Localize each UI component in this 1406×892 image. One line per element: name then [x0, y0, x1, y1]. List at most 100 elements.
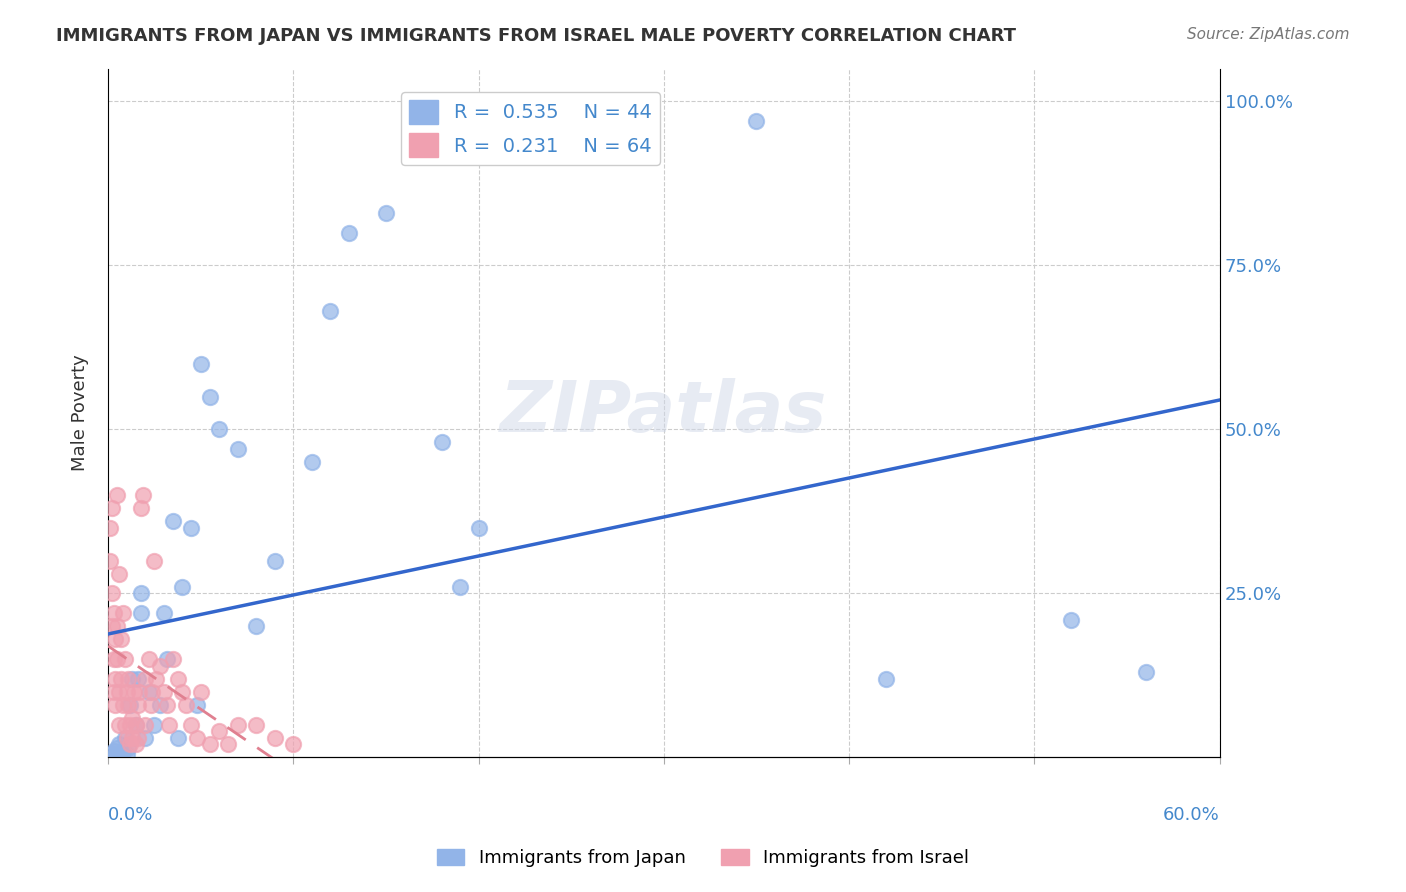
Point: [134, 717, 156, 731]
Point: [217, 737, 239, 751]
Point: [122, 685, 145, 699]
Point: [156, 698, 179, 712]
Point: [319, 304, 342, 318]
Point: [162, 514, 184, 528]
Point: [263, 553, 285, 567]
Point: [226, 717, 249, 731]
Point: [208, 422, 231, 436]
Point: [152, 685, 174, 699]
Point: [111, 698, 134, 712]
Point: [115, 731, 138, 745]
Point: [337, 226, 360, 240]
Point: [263, 731, 285, 745]
Point: [100, 619, 122, 633]
Point: [98, 553, 121, 567]
Point: [120, 717, 142, 731]
Point: [117, 740, 139, 755]
Point: [103, 652, 125, 666]
Point: [110, 672, 132, 686]
Point: [114, 731, 136, 745]
Point: [208, 724, 231, 739]
Point: [131, 586, 153, 600]
Point: [141, 685, 163, 699]
Point: [103, 685, 125, 699]
Point: [103, 606, 125, 620]
Point: [125, 717, 148, 731]
Point: [156, 652, 179, 666]
Point: [134, 672, 156, 686]
Point: [105, 488, 128, 502]
Point: [115, 747, 138, 761]
Point: [301, 455, 323, 469]
Point: [149, 698, 172, 712]
Point: [128, 685, 150, 699]
Point: [117, 672, 139, 686]
Legend: Immigrants from Japan, Immigrants from Israel: Immigrants from Japan, Immigrants from I…: [430, 841, 976, 874]
Point: [149, 658, 172, 673]
Point: [138, 652, 160, 666]
Point: [430, 435, 453, 450]
Legend: R =  0.535    N = 44, R =  0.231    N = 64: R = 0.535 N = 44, R = 0.231 N = 64: [401, 92, 659, 165]
Point: [121, 672, 143, 686]
Text: 0.0%: 0.0%: [108, 805, 153, 823]
Point: [131, 606, 153, 620]
Point: [120, 737, 142, 751]
Point: [143, 717, 166, 731]
Y-axis label: Male Poverty: Male Poverty: [72, 355, 89, 471]
Point: [125, 717, 148, 731]
Point: [152, 606, 174, 620]
Point: [104, 632, 127, 647]
Point: [190, 685, 212, 699]
Point: [167, 672, 190, 686]
Point: [1060, 613, 1083, 627]
Point: [114, 652, 136, 666]
Point: [172, 580, 194, 594]
Point: [139, 698, 162, 712]
Point: [449, 580, 471, 594]
Text: Source: ZipAtlas.com: Source: ZipAtlas.com: [1187, 27, 1350, 42]
Point: [110, 632, 132, 647]
Point: [115, 685, 138, 699]
Text: 60.0%: 60.0%: [1163, 805, 1220, 823]
Text: ZIPatlas: ZIPatlas: [501, 378, 828, 448]
Point: [105, 652, 128, 666]
Point: [167, 731, 190, 745]
Point: [145, 672, 167, 686]
Point: [467, 521, 489, 535]
Point: [125, 737, 148, 751]
Point: [245, 619, 267, 633]
Point: [180, 521, 202, 535]
Point: [138, 685, 160, 699]
Point: [1135, 665, 1157, 679]
Point: [127, 731, 149, 745]
Point: [172, 685, 194, 699]
Point: [111, 744, 134, 758]
Point: [226, 442, 249, 456]
Point: [98, 521, 121, 535]
Point: [100, 586, 122, 600]
Point: [121, 731, 143, 745]
Point: [110, 747, 132, 761]
Point: [162, 652, 184, 666]
Point: [875, 672, 897, 686]
Point: [120, 698, 142, 712]
Point: [117, 698, 139, 712]
Point: [134, 731, 156, 745]
Text: IMMIGRANTS FROM JAPAN VS IMMIGRANTS FROM ISRAEL MALE POVERTY CORRELATION CHART: IMMIGRANTS FROM JAPAN VS IMMIGRANTS FROM…: [56, 27, 1017, 45]
Point: [198, 737, 221, 751]
Point: [108, 685, 131, 699]
Point: [283, 737, 305, 751]
Point: [745, 114, 768, 128]
Point: [103, 744, 125, 758]
Point: [104, 748, 127, 763]
Point: [174, 698, 197, 712]
Point: [190, 357, 212, 371]
Point: [186, 731, 208, 745]
Point: [104, 672, 127, 686]
Point: [198, 390, 221, 404]
Point: [108, 737, 131, 751]
Point: [105, 740, 128, 755]
Point: [131, 501, 153, 516]
Point: [104, 698, 127, 712]
Point: [108, 717, 131, 731]
